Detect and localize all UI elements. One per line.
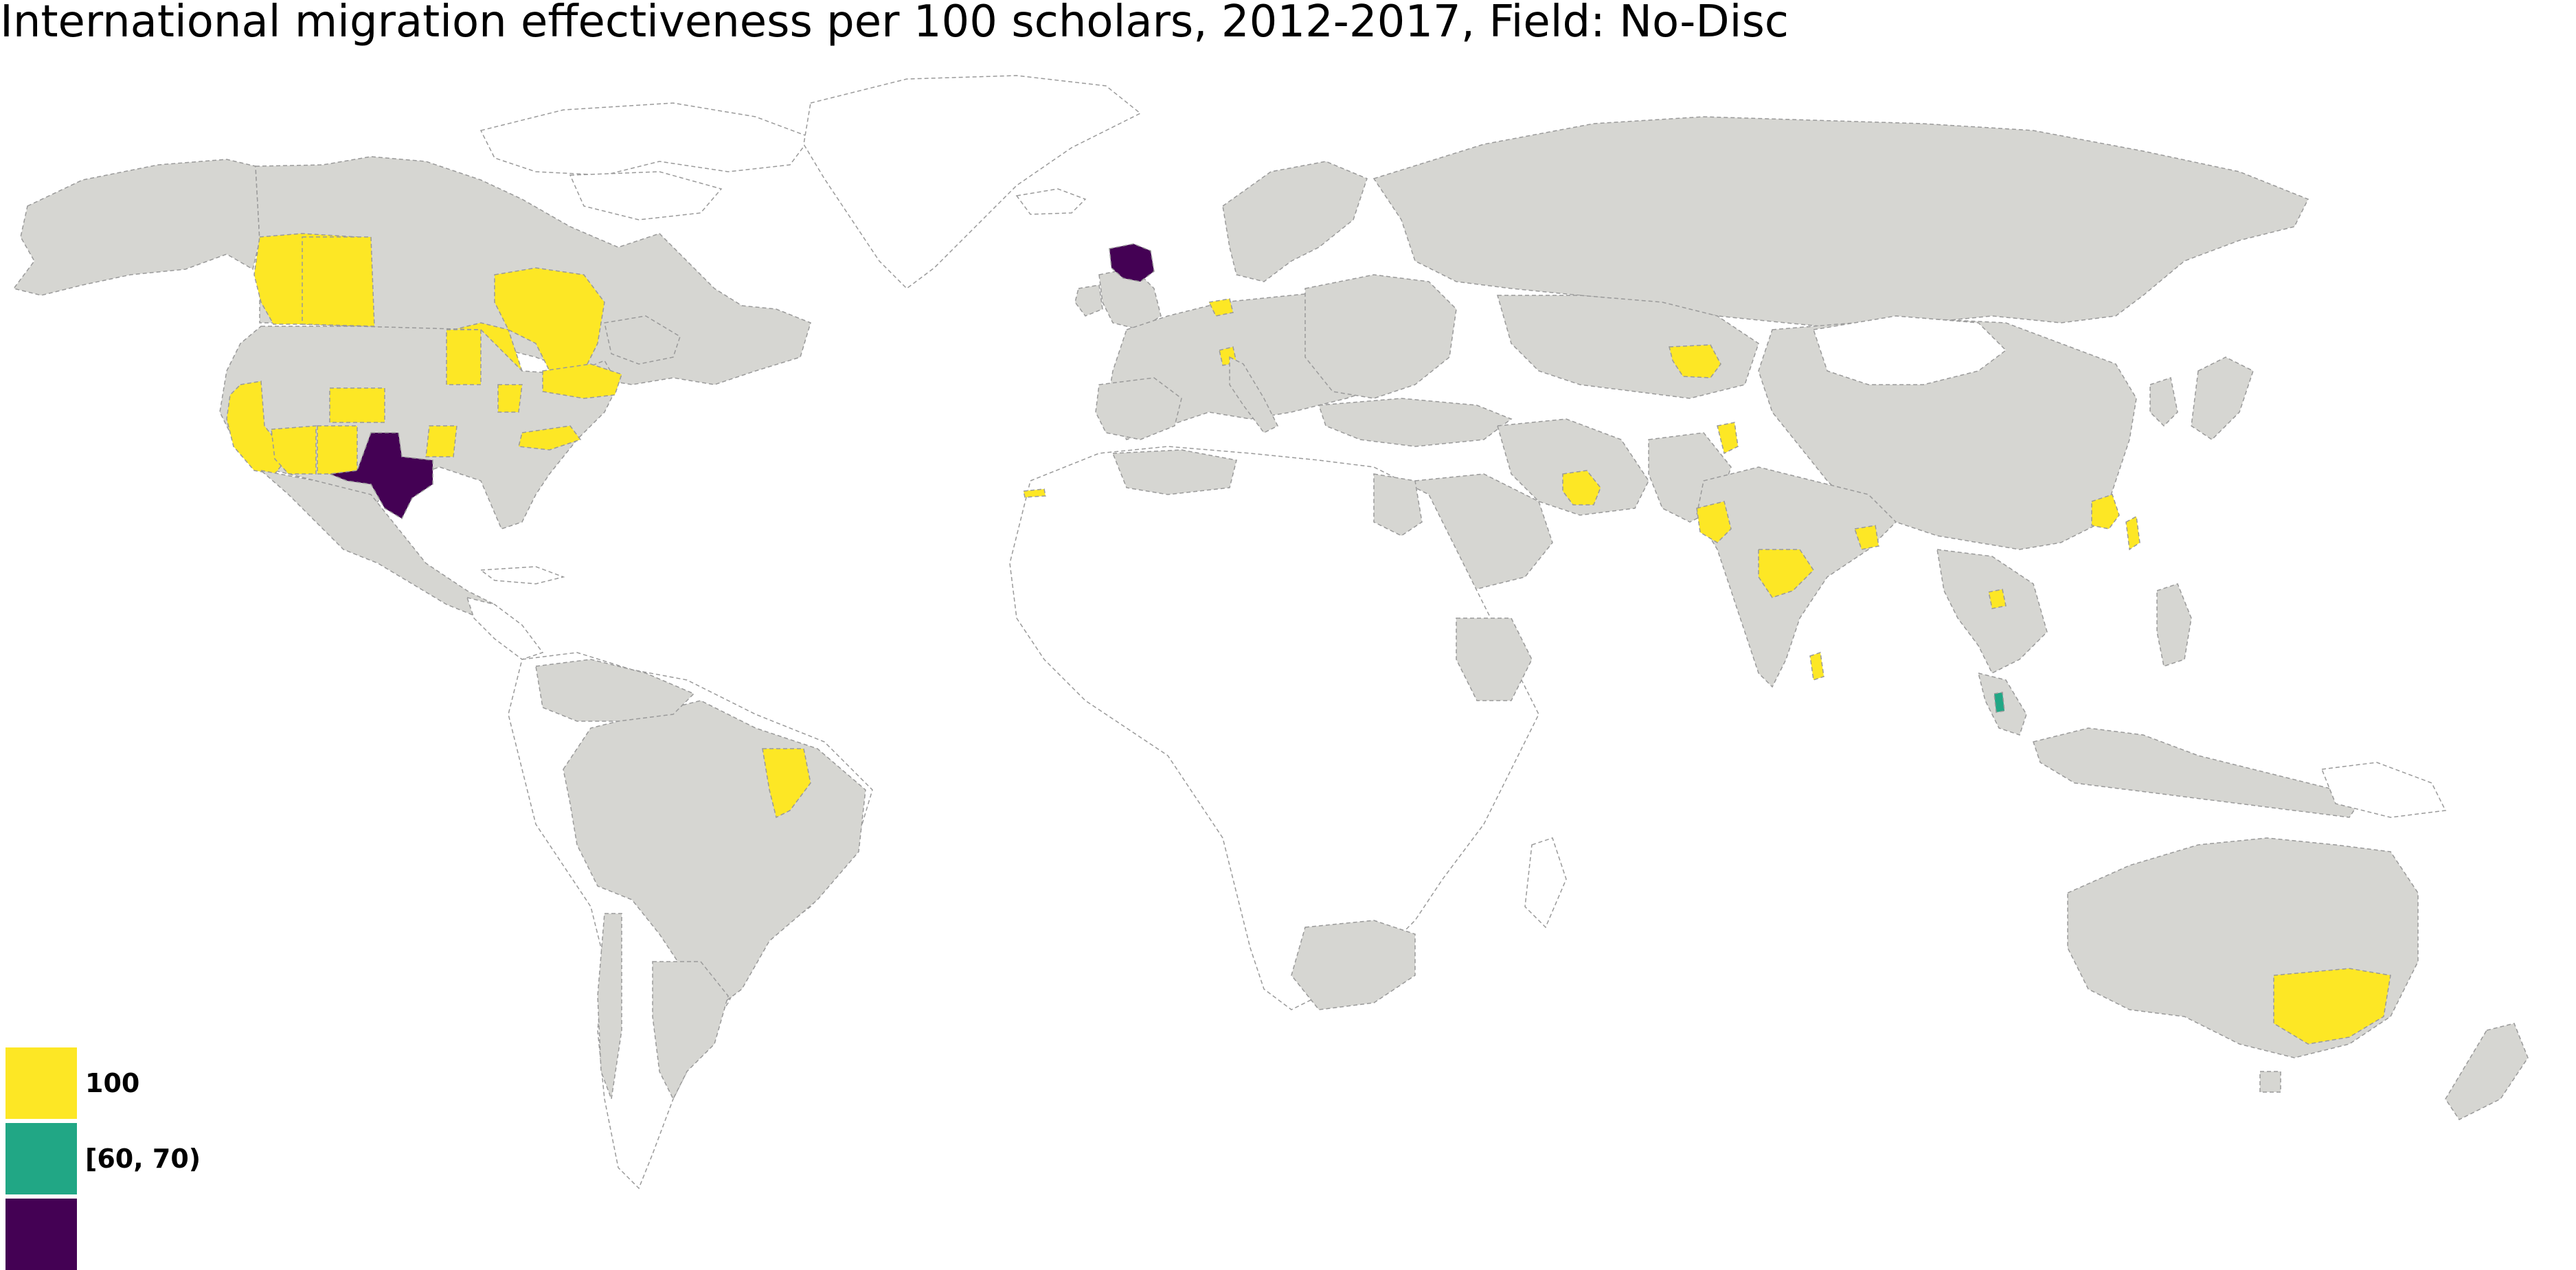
north-carolina[interactable] [518,425,582,451]
colombia-venezuela [535,659,695,722]
minnesota[interactable] [446,329,482,385]
legend-label: [60, 70) [85,1144,201,1174]
southeast-asia [1936,549,2048,674]
gujarat-india[interactable] [1696,501,1732,543]
legend-item-60-70: [60, 70) [5,1123,280,1194]
korea [2149,377,2178,427]
egypt [1373,473,1423,536]
chile [597,913,622,1101]
scotland[interactable] [1109,243,1155,282]
east-africa [1456,617,1533,701]
south-africa [1291,920,1416,1010]
tehran-iran[interactable] [1562,470,1601,506]
colorado[interactable] [329,387,385,423]
ireland [1074,284,1103,317]
alaska [12,159,260,296]
argentina [652,961,729,1100]
world-map [12,75,2529,1190]
philippines [2156,583,2192,667]
legend-item-purple [5,1199,280,1270]
mexico [259,469,496,619]
indonesia [2033,727,2364,818]
thailand-region-yellow[interactable] [1988,589,2007,609]
legend-swatch-yellow [5,1047,77,1119]
land-layer [12,75,2529,1190]
texas[interactable] [329,432,433,520]
legend-label: 100 [85,1068,140,1098]
new-south-wales[interactable] [2273,968,2391,1045]
iran [1497,418,1649,516]
arizona[interactable] [271,425,317,475]
new-guinea [2320,762,2447,818]
canary-islands[interactable] [1023,488,1046,498]
canadian-arctic-islands [479,102,812,176]
madagascar [1524,837,1567,929]
italy [1229,356,1279,433]
punjab-india[interactable] [1717,422,1739,455]
central-america [466,596,544,660]
north-africa [1111,449,1237,495]
quebec[interactable] [494,267,605,372]
penang-malaysia[interactable] [1993,692,2005,713]
madhya-pradesh-india[interactable] [1758,549,1814,598]
kerala-india[interactable] [1809,652,1824,681]
new-york[interactable] [542,363,622,399]
bihar-india[interactable] [1854,525,1879,550]
mongolia [1813,315,2007,385]
iceland [1015,188,1087,215]
turkey [1318,398,1513,447]
legend-swatch-teal [5,1123,77,1194]
caribbean-cuba [479,566,565,585]
map-title: International migration effectiveness pe… [0,0,1789,47]
new-mexico[interactable] [317,425,358,475]
kansas[interactable] [425,425,457,457]
california[interactable] [226,381,289,475]
iberia [1095,377,1182,440]
para-brazil[interactable] [762,748,811,819]
canadian-arctic-islands-2 [569,171,723,220]
fujian-china[interactable] [2091,494,2120,530]
tasmania [2259,1071,2281,1093]
japan [2191,356,2254,440]
iowa[interactable] [497,384,523,413]
new-zealand [2445,1023,2529,1120]
taiwan[interactable] [2125,515,2140,551]
russia [1372,116,2309,330]
scandinavia [1222,161,1368,282]
maritime-provinces [604,315,681,365]
greenland [803,75,1142,289]
eastern-europe [1304,274,1457,399]
legend-item-100: 100 [5,1047,280,1119]
kazakhstan-region-yellow[interactable] [1669,344,1721,378]
legend-swatch-purple [5,1199,77,1270]
alberta[interactable] [302,236,375,327]
bern-switzerland[interactable] [1208,298,1234,317]
